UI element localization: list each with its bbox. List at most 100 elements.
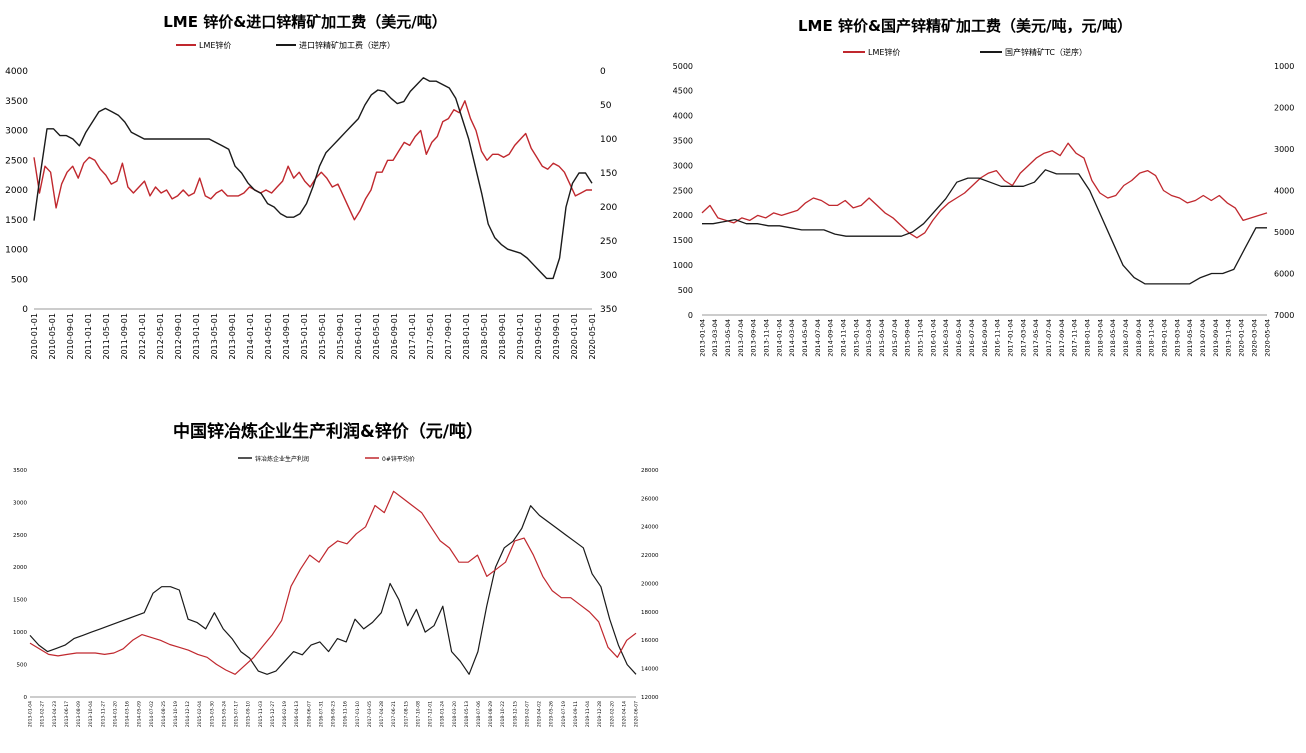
x-tick-label: 2018-01-04: [1084, 319, 1092, 357]
y-axis-left: 0 500 1000 1500 2000 2500 3000 3500 4000: [5, 67, 28, 315]
x-tick-label: 2017-10-08: [415, 701, 421, 727]
x-tick-label: 2016-02-19: [282, 701, 288, 727]
x-tick-label: 2018-08-29: [488, 701, 494, 727]
y-tick-label: 3000: [13, 500, 27, 506]
series-line-secondary: [33, 77, 593, 280]
x-tick-label: 2013-11-27: [100, 701, 106, 727]
x-tick-label: 2016-09-23: [331, 701, 337, 727]
x-tick-label: 2020-02-20: [609, 701, 615, 727]
x-tick-label: 2015-05-24: [221, 701, 227, 727]
x-tick-label: 2015-01-04: [852, 319, 860, 357]
x-tick-label: 2017-03-04: [1019, 319, 1027, 357]
chart-legend: 锌冶炼企业生产利润 0#锌平均价: [238, 455, 415, 463]
x-tick-label: 2017-03-05: [367, 701, 373, 727]
y-tick-label: 1500: [5, 216, 28, 226]
x-tick-label: 2013-08-09: [76, 701, 82, 727]
y-tick-label: 1000: [13, 630, 27, 636]
y2-tick-label: 3000: [1274, 145, 1294, 154]
x-tick-label: 2015-02-04: [197, 701, 203, 727]
y2-tick-label: 22000: [641, 553, 659, 559]
x-tick-label: 2018-07-06: [476, 701, 482, 727]
y-tick-label: 3000: [5, 127, 28, 137]
y-tick-label: 0: [24, 695, 28, 701]
x-tick-label: 2013-03-04: [711, 319, 719, 357]
series-line-primary: [33, 100, 592, 221]
x-tick-label: 2020-01-04: [1238, 319, 1246, 357]
y-tick-label: 500: [17, 662, 28, 668]
x-tick-label: 2015-09-01: [336, 313, 345, 360]
x-tick-label: 2015-03-04: [865, 319, 873, 357]
x-tick-label: 2019-03-04: [1173, 319, 1181, 357]
x-tick-label: 2018-07-04: [1122, 319, 1130, 357]
legend-label: LME锌价: [199, 40, 231, 50]
legend-label: 0#锌平均价: [382, 455, 415, 463]
y-axis-left: 0 500 1000 1500 2000 2500 3000 3500 4000 4500 5000: [673, 62, 693, 320]
x-tick-label: 2014-05-01: [264, 313, 273, 360]
x-tick-label: 2015-07-17: [234, 701, 240, 727]
x-tick-label: 2013-05-04: [724, 319, 732, 357]
y-tick-label: 4000: [673, 112, 693, 121]
x-tick-label: 2017-01-01: [408, 313, 417, 360]
x-tick-label: 2016-04-13: [294, 701, 300, 727]
x-tick-label: 2013-02-27: [40, 701, 46, 727]
x-axis-ticks: 2013-01-04 2013-02-27 2013-04-23 2013-06-17…: [28, 701, 640, 727]
y-tick-label: 3500: [5, 97, 28, 107]
y-tick-label: 1500: [13, 598, 27, 604]
x-tick-label: 2019-05-04: [1186, 319, 1194, 357]
x-tick-label: 2014-08-25: [161, 701, 167, 727]
x-tick-label: 2014-05-04: [801, 319, 809, 357]
x-tick-label: 2015-05-01: [318, 313, 327, 360]
x-axis-ticks: 2013-01-04 2013-03-04 2013-05-04 2013-07-04…: [698, 319, 1271, 357]
x-tick-label: 2010-05-01: [48, 313, 57, 360]
x-tick-label: 2014-09-04: [827, 319, 835, 357]
chart-legend: LME锌价 国产锌精矿TC（逆序）: [843, 47, 1087, 57]
x-tick-label: 2011-09-01: [120, 313, 129, 360]
x-tick-label: 2016-06-07: [306, 701, 312, 727]
y-tick-label: 3000: [673, 161, 693, 170]
x-tick-label: 2017-06-21: [391, 701, 397, 727]
x-tick-label: 2010-09-01: [66, 313, 75, 360]
y-axis-right: 12000 14000 16000 18000 20000 22000 24000 26000…: [641, 468, 659, 701]
y-tick-label: 4000: [5, 67, 28, 77]
x-tick-label: 2011-01-01: [84, 313, 93, 360]
x-tick-label: 2014-03-16: [125, 701, 131, 727]
y2-tick-label: 0: [600, 67, 606, 77]
x-tick-label: 2016-11-04: [994, 319, 1002, 357]
x-tick-label: 2014-07-04: [814, 319, 822, 357]
chart-legend: LME锌价 进口锌精矿加工费（逆序）: [176, 40, 395, 50]
x-tick-label: 2017-12-01: [428, 701, 434, 727]
x-tick-label: 2013-09-04: [750, 319, 758, 357]
y2-tick-label: 50: [600, 101, 612, 111]
x-tick-label: 2019-07-04: [1199, 319, 1207, 357]
x-tick-label: 2014-07-02: [149, 701, 155, 727]
series-group: [29, 490, 637, 675]
x-tick-label: 2014-12-12: [185, 701, 191, 727]
x-tick-label: 2017-05-04: [1032, 319, 1040, 357]
x-tick-label: 2017-07-04: [1045, 319, 1053, 357]
x-tick-label: 2012-01-01: [138, 313, 147, 360]
y-tick-label: 500: [678, 286, 693, 295]
x-tick-label: 2016-05-04: [955, 319, 963, 357]
y2-tick-label: 7000: [1274, 311, 1294, 320]
x-tick-label: 2015-09-04: [904, 319, 912, 357]
y-tick-label: 2000: [5, 186, 28, 196]
x-tick-label: 2017-04-28: [379, 701, 385, 727]
x-tick-label: 2018-05-01: [480, 313, 489, 360]
y2-tick-label: 5000: [1274, 228, 1294, 237]
x-tick-label: 2013-11-04: [762, 319, 770, 357]
x-tick-label: 2018-01-24: [440, 701, 446, 727]
legend-label: 进口锌精矿加工费（逆序）: [299, 40, 395, 50]
x-tick-label: 2012-05-01: [156, 313, 165, 360]
x-tick-label: 2014-01-04: [775, 319, 783, 357]
y2-tick-label: 26000: [641, 496, 659, 502]
x-tick-label: 2019-05-01: [534, 313, 543, 360]
x-tick-label: 2017-01-10: [355, 701, 361, 727]
y-tick-label: 1000: [5, 246, 28, 256]
x-tick-label: 2019-07-19: [561, 701, 567, 727]
x-tick-label: 2013-01-04: [698, 319, 706, 357]
x-tick-label: 2014-01-20: [112, 701, 118, 727]
y-tick-label: 3500: [13, 468, 27, 474]
x-tick-label: 2017-11-04: [1071, 319, 1079, 357]
x-tick-label: 2020-03-04: [1250, 319, 1258, 357]
x-tick-label: 2019-09-11: [573, 701, 579, 727]
